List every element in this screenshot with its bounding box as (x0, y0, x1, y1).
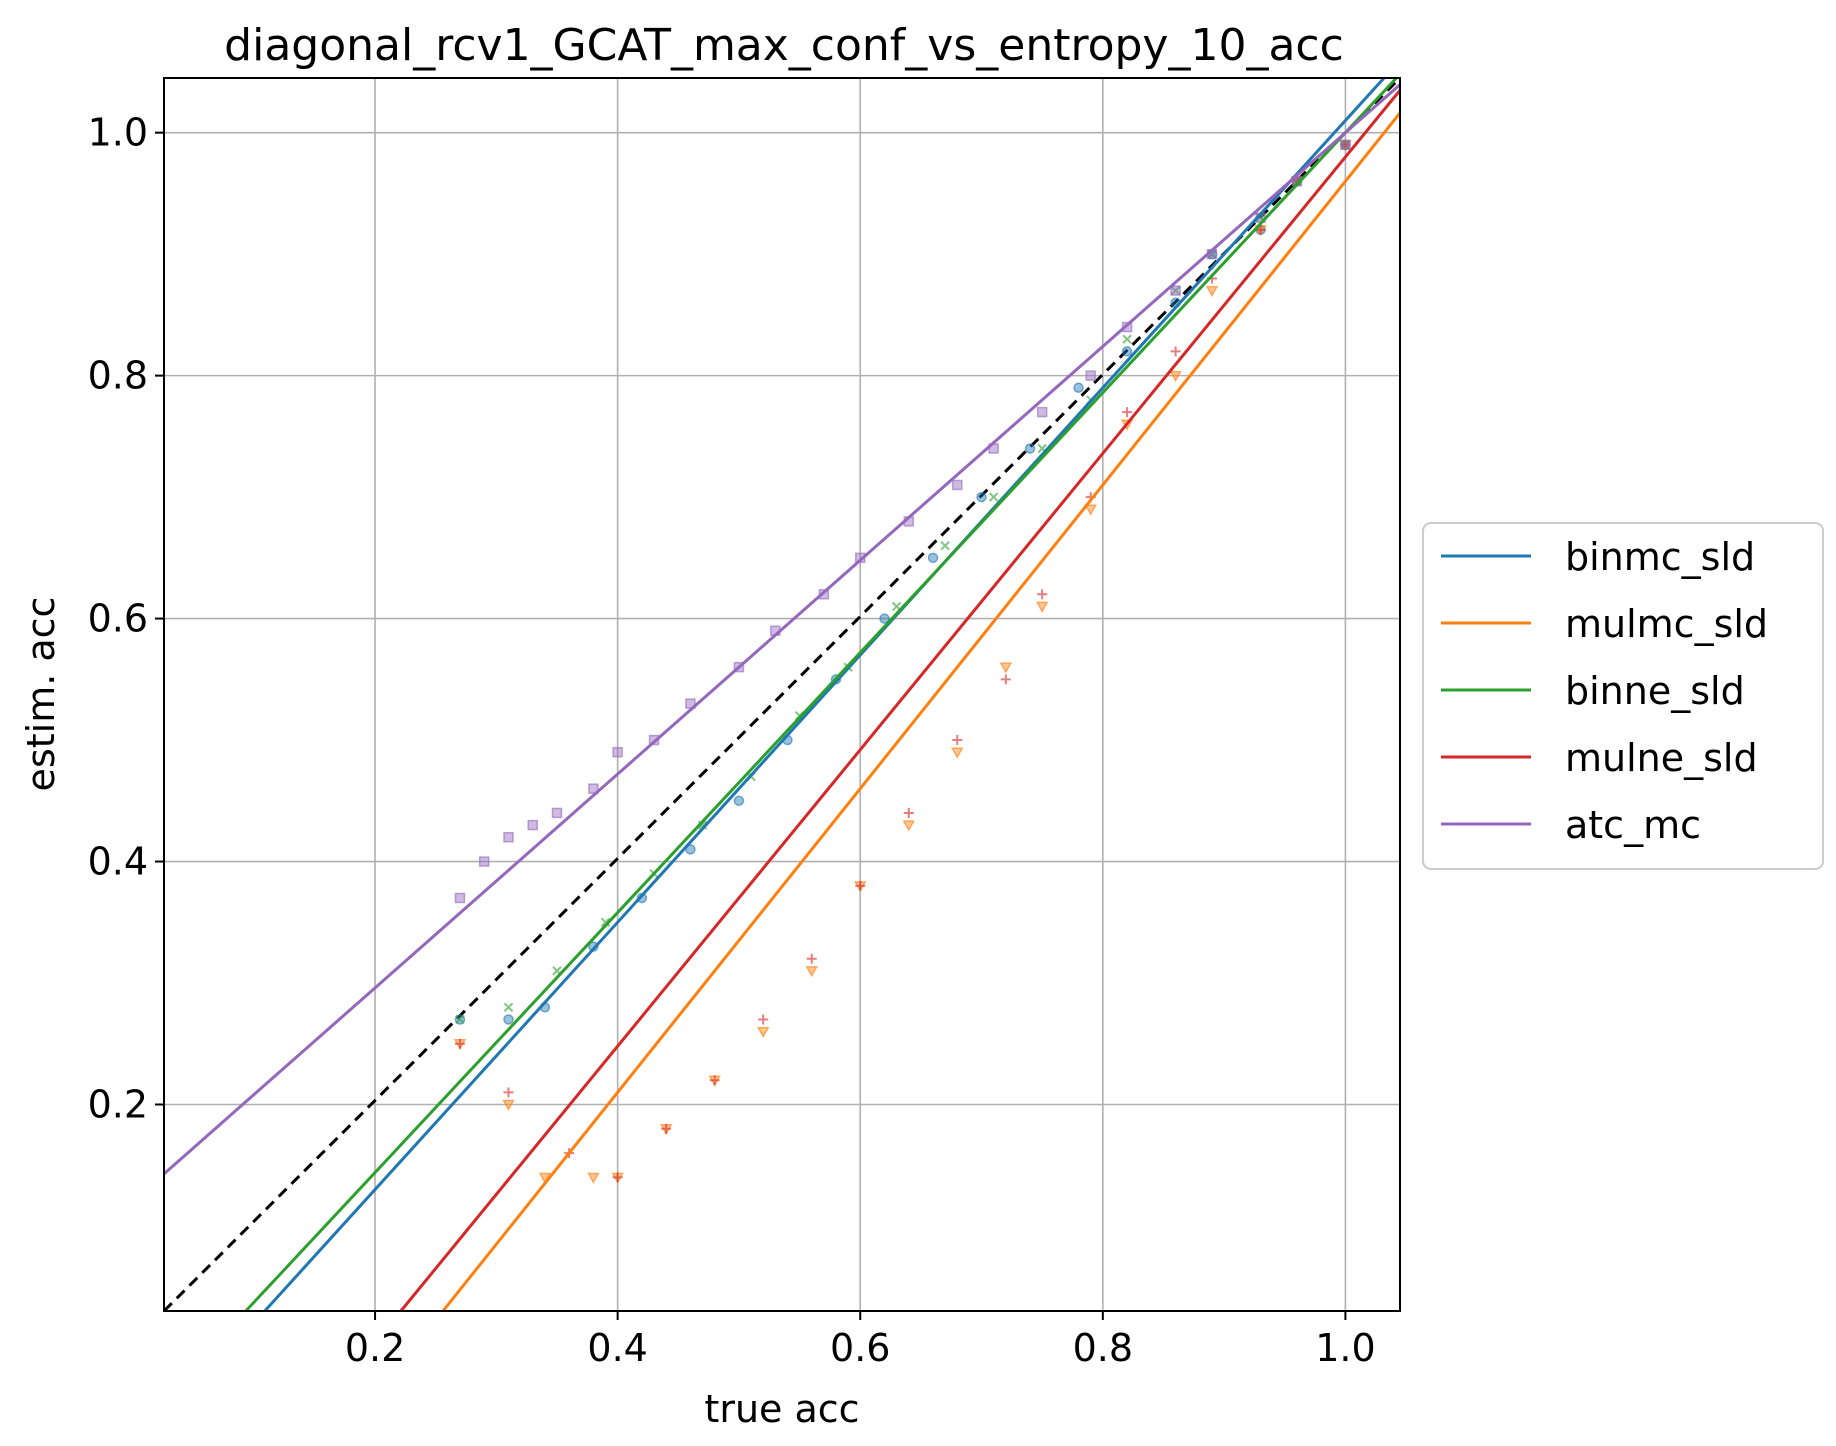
x-axis-label: true acc (704, 1387, 859, 1431)
binne_sld-point (940, 540, 950, 551)
atc_mc-point (1170, 285, 1181, 296)
y-tick-label: 0.4 (88, 840, 148, 884)
binmc_sld-point (733, 795, 745, 807)
mulne_sld-points (454, 139, 1351, 1183)
mulmc_sld-point (902, 820, 916, 832)
mulne_sld-point (454, 1038, 465, 1049)
binne_sld-point (600, 917, 611, 927)
atc_mc-point (478, 856, 490, 867)
y-axis-label: estim. acc (19, 597, 63, 792)
reference-diagonal (162, 76, 1402, 1313)
atc_mc-point (952, 479, 963, 491)
mulne_sld-point (1255, 224, 1266, 235)
binmc_sld-point (1073, 382, 1084, 394)
y-tick-label: 1.0 (88, 111, 148, 155)
mulne_sld-point (661, 1123, 672, 1134)
mulmc_sld-point (587, 1172, 600, 1184)
mulmc_sld-point (1169, 370, 1182, 383)
grid-lines (164, 78, 1400, 1311)
mulne_sld-point (855, 880, 866, 891)
atc_mc-point (527, 819, 538, 831)
plot-area (162, 76, 1402, 1313)
binne_sld-point (455, 1014, 465, 1025)
atc_mc-point (612, 746, 623, 758)
mulmc_sld-point (1084, 504, 1097, 516)
x-tick-label: 0.2 (345, 1326, 405, 1370)
x-tick-label: 0.8 (1073, 1326, 1133, 1370)
mulne_sld-point (612, 1172, 623, 1183)
mulne_sld-point (758, 1014, 769, 1025)
mulne_sld-point (1122, 407, 1133, 418)
binmc_sld-point (927, 552, 939, 564)
binmc_sld-point (1121, 346, 1133, 357)
y-tick-label: 0.2 (88, 1082, 148, 1126)
atc_mc-point (588, 783, 599, 794)
legend: binmc_sld mulmc_sld binne_sld mulne_sld atc_… (1422, 522, 1824, 870)
mulne_sld-point (503, 1087, 514, 1098)
mulne_sld-point (1170, 346, 1181, 357)
mulne_sld-point (709, 1075, 720, 1086)
binne_sld-point (503, 1002, 514, 1013)
atc_mc-fit-line (163, 83, 1401, 1176)
binne_sld-point (1122, 334, 1132, 344)
legend-label-binne_sld: binne_sld (1565, 669, 1745, 713)
mulmc_sld-point (1205, 285, 1219, 298)
binne_sld-fit-line (244, 76, 1398, 1313)
mulmc_sld-point (538, 1172, 552, 1184)
atc_mc-point (454, 892, 466, 904)
atc_mc-point (1085, 370, 1096, 381)
binmc_sld-point (976, 491, 987, 503)
binne_sld-point (1170, 285, 1181, 296)
legend-items: binmc_sld mulmc_sld binne_sld mulne_sld atc_… (1441, 535, 1768, 847)
legend-label-mulne_sld: mulne_sld (1565, 736, 1758, 780)
chart-title: diagonal_rcv1_GCAT_max_conf_vs_entropy_1… (224, 20, 1344, 71)
mulmc_sld-point (756, 1026, 770, 1039)
x-tick-label: 1.0 (1315, 1326, 1375, 1370)
diagonal-line (162, 76, 1402, 1313)
y-tick-label: 0.6 (88, 597, 148, 641)
mulne_sld-point (1340, 139, 1351, 150)
fit-lines (163, 76, 1402, 1313)
binmc_sld-fit-line (263, 76, 1386, 1313)
mulmc_sld-point (502, 1099, 515, 1112)
mulmc_sld-point (999, 662, 1013, 674)
binmc_sld-point (685, 844, 696, 855)
atc_mc-point (1340, 139, 1351, 151)
legend-label-binmc_sld: binmc_sld (1565, 535, 1755, 579)
binmc_sld-point (1024, 443, 1036, 454)
binne_sld-point (988, 492, 999, 502)
mulmc_sld-fit-line (441, 111, 1402, 1312)
mulne_sld-point (806, 953, 817, 964)
plot-frame (163, 77, 1401, 1312)
legend-box (1422, 522, 1824, 870)
binmc_sld-point (879, 613, 890, 624)
x-tick-label: 0.6 (830, 1326, 890, 1370)
mulmc_sld-point (805, 966, 818, 978)
mulmc_sld-point (1035, 601, 1049, 613)
mulne_sld-point (1037, 589, 1048, 600)
y-tick-label: 0.8 (88, 354, 148, 398)
mulmc_sld-point (950, 747, 964, 759)
atc_mc-point (503, 831, 514, 843)
x-axis-ticks: 0.2 0.4 0.6 0.8 1.0 (345, 1311, 1376, 1370)
binmc_sld-point (503, 1014, 514, 1025)
mulne_sld-point (1000, 674, 1011, 685)
atc_mc-point (1036, 406, 1048, 418)
mulne_sld-fit-line (399, 89, 1402, 1312)
x-tick-label: 0.4 (587, 1326, 647, 1370)
mulne_sld-point (903, 807, 914, 818)
atc_mc-point (551, 807, 563, 819)
y-axis-ticks: 0.2 0.4 0.6 0.8 1.0 (88, 111, 164, 1126)
legend-label-atc_mc: atc_mc (1565, 803, 1701, 847)
legend-label-mulmc_sld: mulmc_sld (1565, 602, 1768, 646)
mulne_sld-point (952, 735, 963, 746)
